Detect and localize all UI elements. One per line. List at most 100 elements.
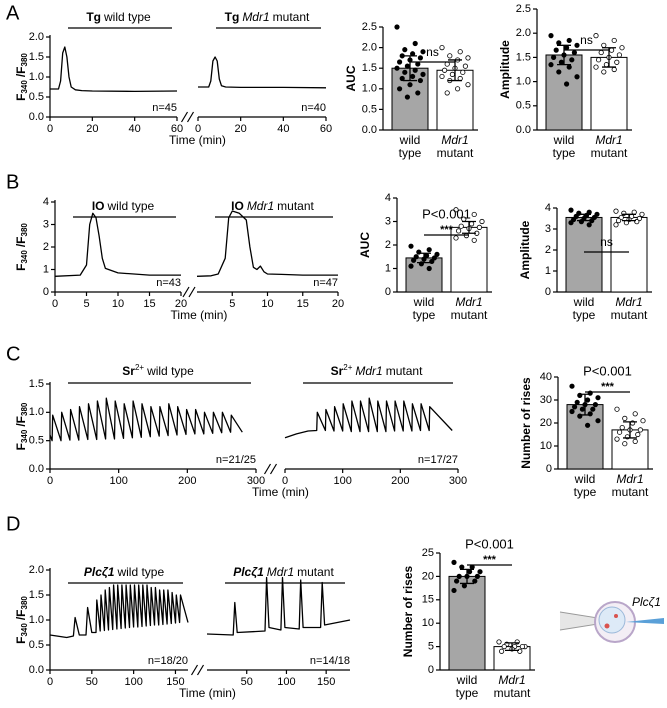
data-point (563, 81, 570, 87)
axis-break (269, 463, 278, 475)
y-tick-label: 2.0 (29, 31, 44, 43)
text-part: wild type (103, 10, 151, 24)
y-tick-label: 2 (545, 244, 551, 256)
trace-line (50, 46, 178, 93)
bar (610, 216, 648, 293)
data-point (613, 222, 619, 228)
y-tick-label: 1.0 (362, 83, 377, 95)
error-bar (403, 55, 417, 82)
significance-label: ns (600, 235, 613, 249)
x-tick-label: wild (574, 472, 596, 486)
y-tick-label: 20 (540, 417, 552, 429)
x-tick-label: 20 (332, 298, 344, 310)
data-point (420, 71, 426, 77)
y-tick-label: 1.5 (362, 62, 377, 74)
trace-title: IO wild type (92, 199, 155, 213)
diagram-label: Plcζ1 (632, 595, 661, 609)
data-point (439, 73, 445, 80)
x-tick-label: 0 (52, 298, 58, 310)
text-part: wild type (146, 364, 194, 378)
significance-label: ns (580, 33, 593, 47)
x-tick-label: mutant (611, 308, 648, 322)
data-point (639, 211, 645, 217)
x-tick-label: 150 (317, 676, 335, 688)
data-point (603, 62, 610, 68)
text-part: wild type (106, 199, 154, 213)
x-tick-label: 100 (109, 475, 127, 487)
text-part: mutant (277, 199, 314, 213)
x-axis-label: Time (min) (179, 686, 236, 700)
data-point (453, 578, 460, 584)
x-tick-label: 0 (47, 475, 53, 487)
x-tick-label: 5 (229, 298, 235, 310)
n-annotation: n=40 (301, 102, 326, 114)
text-part: mutant (297, 565, 334, 579)
text-part: Plcζ1 (233, 565, 264, 579)
data-point (569, 408, 575, 415)
data-point (498, 648, 505, 654)
data-point (453, 207, 459, 213)
data-point (409, 73, 416, 80)
x-tick-label: Mdr1 (441, 133, 468, 147)
y-tick-label: 4 (545, 202, 551, 214)
text-part: Sr (122, 364, 135, 378)
y-tick-label: 0 (545, 286, 551, 298)
y-tick-label: 0.5 (362, 103, 377, 115)
data-point (420, 49, 426, 55)
trace-title: Tg wild type (86, 10, 151, 24)
y-axis-label: F340/F380 (14, 402, 29, 450)
text-part: 380 (20, 596, 29, 610)
data-point (590, 406, 596, 412)
data-point (601, 42, 607, 48)
trace-title: Sr2+ Mdr1 mutant (331, 363, 424, 378)
x-axis-label: Time (min) (171, 308, 228, 322)
data-point (593, 64, 599, 70)
axis-break (182, 286, 190, 298)
data-point (616, 429, 623, 435)
text-part: mutant (273, 10, 310, 24)
y-tick-label: 0.0 (362, 124, 377, 136)
trace-title: Plcζ1 wild type (84, 565, 165, 579)
y-axis-label: Number of rises (401, 565, 415, 657)
x-tick-label: wild (553, 133, 575, 147)
y-tick-label: 1.5 (29, 378, 44, 390)
text-part: F (14, 264, 28, 271)
data-point (566, 37, 572, 44)
data-point (431, 255, 437, 261)
x-tick-label: 60 (320, 123, 332, 135)
x-tick-label: wild (399, 133, 421, 147)
data-point (637, 427, 644, 433)
text-part: 340 (20, 80, 29, 94)
data-point (465, 82, 471, 88)
text-part: 340 (20, 429, 29, 443)
y-tick-label: 5 (428, 641, 434, 653)
error-bar (448, 59, 462, 82)
x-tick-label: mutant (437, 146, 474, 160)
data-point (449, 71, 455, 77)
x-tick-label: 20 (235, 123, 247, 135)
y-tick-label: 1.0 (29, 614, 44, 626)
text-part: Mdr1 (267, 565, 294, 579)
x-tick-label: 40 (277, 123, 289, 135)
data-point (598, 49, 604, 56)
data-point (444, 90, 450, 96)
data-point (569, 57, 575, 63)
text-part: 2+ (135, 363, 144, 372)
error-bar (578, 393, 592, 416)
data-point (548, 62, 554, 68)
data-point (410, 257, 417, 263)
text-part: Tg (86, 10, 101, 24)
y-tick-label: 4 (385, 192, 391, 204)
p-value-label: P<0.001 (422, 206, 471, 221)
y-tick-label: 0.5 (29, 91, 44, 103)
y-tick-label: 3 (43, 218, 49, 230)
y-axis-label: Amplitude (498, 40, 512, 99)
data-point (426, 265, 432, 272)
text-part: Mdr1 (242, 10, 269, 24)
x-tick-label: 10 (112, 298, 124, 310)
y-tick-label: 2.0 (29, 564, 44, 576)
y-tick-label: 25 (422, 547, 434, 559)
y-axis-label: Amplitude (518, 220, 532, 279)
data-point (584, 397, 591, 403)
axis-break (263, 463, 272, 475)
